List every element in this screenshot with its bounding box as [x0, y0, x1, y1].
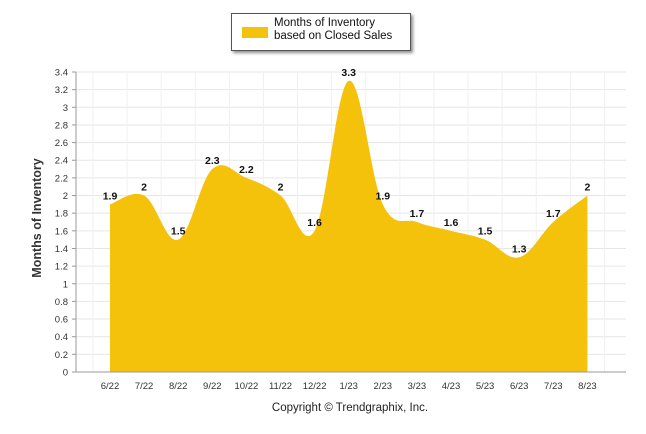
x-tick-label: 2/23: [374, 381, 393, 392]
y-tick-label: 2.8: [55, 120, 68, 131]
y-tick-label: 1.2: [55, 262, 68, 273]
data-label: 1.7: [546, 208, 561, 220]
x-tick-label: 4/23: [442, 381, 461, 392]
y-tick-label: 0.4: [55, 332, 68, 343]
x-tick-label: 12/22: [303, 381, 327, 392]
data-label: 2.2: [239, 164, 254, 176]
y-tick-label: 3.2: [55, 85, 68, 96]
data-label: 2: [141, 182, 147, 194]
data-label: 1.6: [444, 217, 459, 229]
data-label: 1.3: [512, 243, 527, 255]
legend-swatch: [242, 27, 268, 38]
legend-label: Months of Inventory based on Closed Sale…: [274, 17, 393, 42]
x-tick-label: 9/22: [203, 381, 222, 392]
y-tick-label: 2.4: [55, 156, 68, 167]
x-tick-label: 7/23: [544, 381, 563, 392]
axes: [72, 71, 626, 373]
x-tick-label: 8/23: [578, 381, 597, 392]
y-tick-label: 3: [63, 103, 68, 114]
x-axis-ticks: 6/22 7/22 8/22 9/22 10/22 11/22 12/22 1/23 2/23 3…: [101, 381, 597, 392]
data-label: 1.9: [103, 190, 118, 202]
data-label: 1.6: [307, 217, 322, 229]
x-tick-label: 10/22: [235, 381, 259, 392]
y-tick-label: 1.4: [55, 244, 68, 255]
y-tick-label: 2.2: [55, 173, 68, 184]
legend: Months of Inventory based on Closed Sale…: [231, 13, 411, 51]
data-label: 2: [278, 182, 284, 194]
data-label: 1.9: [375, 190, 390, 202]
x-tick-label: 3/23: [408, 381, 427, 392]
x-tick-label: 6/23: [510, 381, 529, 392]
data-label: 2: [584, 182, 590, 194]
x-tick-label: 7/22: [135, 381, 154, 392]
data-label: 1.5: [478, 226, 493, 238]
y-tick-label: 1.6: [55, 226, 68, 237]
data-label: 2.3: [205, 155, 220, 167]
data-label: 3.3: [341, 67, 356, 79]
x-tick-label: 1/23: [339, 381, 358, 392]
y-axis-title: Months of Inventory: [30, 158, 44, 277]
y-tick-label: 2: [63, 191, 68, 202]
y-tick-label: 2.6: [55, 138, 68, 149]
y-tick-label: 0.2: [55, 350, 68, 361]
x-tick-label: 8/22: [169, 381, 188, 392]
series-area: [110, 80, 588, 372]
y-tick-label: 1: [63, 279, 68, 290]
y-axis-ticks: 0 0.2 0.4 0.6 0.8 1 1.2 1.4 1.6 1.8 2 2.2 2.4 2.6 2.8 3…: [55, 68, 68, 379]
x-tick-label: 6/22: [101, 381, 120, 392]
y-tick-label: 1.8: [55, 209, 68, 220]
x-tick-label: 11/22: [269, 381, 292, 392]
y-tick-label: 0.6: [55, 315, 68, 326]
y-tick-label: 0: [63, 368, 68, 379]
data-label: 1.7: [410, 208, 425, 220]
y-tick-label: 0.8: [55, 297, 68, 308]
x-tick-label: 5/23: [476, 381, 495, 392]
data-labels: 1.9 2 1.5 2.3 2.2 2 1.6 3.3 1.9 1.7 1.6 1.5 1.3 1.7 2: [103, 67, 591, 255]
copyright-text: Copyright © Trendgraphix, Inc.: [271, 402, 429, 414]
y-tick-label: 3.4: [55, 68, 68, 79]
data-label: 1.5: [171, 226, 186, 238]
